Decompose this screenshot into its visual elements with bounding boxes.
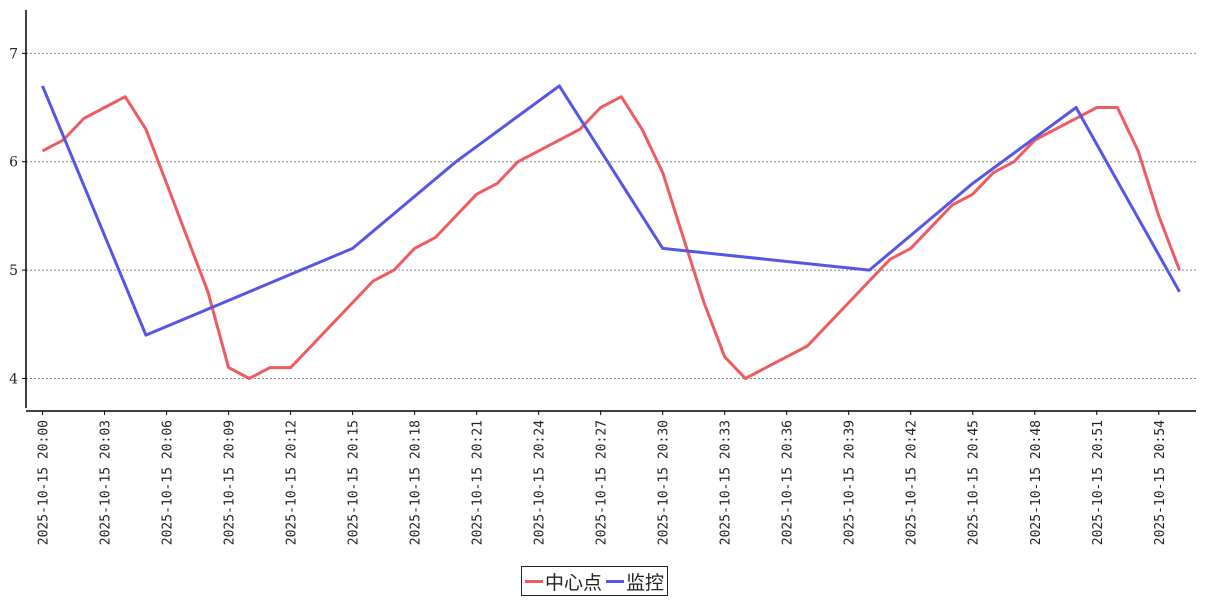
- series-lines: [41, 84, 1181, 380]
- grid-lines: [26, 52, 1196, 379]
- series-line-monitor: [41, 84, 1181, 337]
- y-tick-label: 5: [9, 263, 18, 279]
- legend-item-center[interactable]: 中心点: [525, 568, 602, 595]
- legend-label-monitor: 监控: [626, 571, 665, 594]
- x-tick-label: 2025-10-15 20:27: [595, 420, 610, 545]
- x-tick-label: 2025-10-15 20:48: [1029, 420, 1044, 545]
- y-axis-ticks: 4 5 6 7: [9, 46, 26, 387]
- x-tick-label: 2025-10-15 20:24: [533, 420, 548, 545]
- x-tick-label: 2025-10-15 20:06: [161, 420, 176, 545]
- series-line-center: [41, 95, 1181, 380]
- x-tick-label: 2025-10-15 20:39: [843, 420, 858, 545]
- x-tick-label: 2025-10-15 20:00: [37, 420, 52, 545]
- y-tick-label: 7: [9, 46, 18, 62]
- x-tick-label: 2025-10-15 20:36: [781, 420, 796, 545]
- x-tick-label: 2025-10-15 20:33: [719, 420, 734, 545]
- legend-label-center: 中心点: [545, 571, 603, 594]
- x-tick-label: 2025-10-15 20:30: [657, 420, 672, 545]
- x-tick-label: 2025-10-15 20:18: [409, 420, 424, 545]
- x-tick-label: 2025-10-15 20:45: [967, 420, 982, 545]
- legend-swatch-monitor: [606, 579, 625, 583]
- legend: 中心点 监控: [521, 566, 669, 596]
- x-tick-label: 2025-10-15 20:51: [1091, 420, 1106, 545]
- x-tick-label: 2025-10-15 20:54: [1153, 420, 1168, 545]
- legend-swatch-center: [525, 579, 543, 583]
- y-tick-label: 4: [9, 371, 18, 387]
- x-tick-label: 2025-10-15 20:03: [99, 420, 114, 545]
- y-tick-label: 6: [9, 155, 18, 171]
- x-tick-label: 2025-10-15 20:21: [471, 420, 486, 545]
- x-tick-label: 2025-10-15 20:09: [223, 420, 238, 545]
- x-tick-label: 2025-10-15 20:42: [905, 420, 920, 545]
- legend-item-monitor[interactable]: 监控: [606, 568, 664, 595]
- x-tick-label: 2025-10-15 20:15: [347, 420, 362, 545]
- x-axis-ticks: 2025-10-15 20:00 2025-10-15 20:03 2025-10-…: [37, 411, 1168, 545]
- x-tick-label: 2025-10-15 20:12: [285, 420, 300, 545]
